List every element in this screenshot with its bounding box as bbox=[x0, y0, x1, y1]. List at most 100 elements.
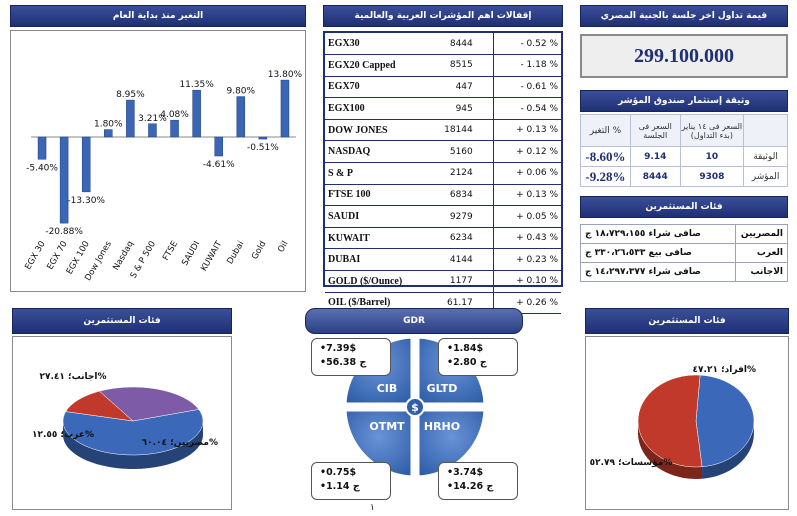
ytd-data-label: -13.30% bbox=[67, 196, 105, 206]
indices-title: إقفالات اهم المؤشرات العربية والعالمية bbox=[354, 11, 532, 21]
gdr-label-gltd: GLTD bbox=[427, 382, 458, 395]
index-row: FTSE 100 6834 + 0.13 % bbox=[325, 184, 561, 207]
index-name: EGX20 Capped bbox=[325, 54, 432, 77]
fund-idx-label: المؤشر bbox=[743, 166, 788, 187]
ytd-data-label: -4.61% bbox=[203, 160, 235, 170]
ytd-tick-label: Gold bbox=[250, 240, 268, 262]
ytd-bar bbox=[59, 136, 69, 224]
pie-label: اجانب؛ ٢٧.٤١% bbox=[39, 372, 106, 382]
index-name: EGX70 bbox=[325, 76, 432, 99]
index-value: 6834 bbox=[431, 184, 494, 207]
turnover-value: 299.100.000 bbox=[634, 44, 734, 67]
index-change: + 0.06 % bbox=[492, 162, 561, 185]
gdr-center bbox=[405, 397, 425, 417]
inv-foreign-value: صافى شراء ١٤،٢٩٧،٣٧٧ ج bbox=[580, 262, 736, 282]
pie-right-panel: افراد؛ ٤٧.٢١% مؤسسات؛ ٥٢.٧٩% bbox=[585, 336, 789, 510]
index-name: KUWAIT bbox=[325, 227, 432, 250]
gdr-otmt-box: •0.75$ •1.14 ج bbox=[311, 462, 391, 500]
pie-label: مصريين؛ ٦٠.٠٤% bbox=[142, 438, 218, 448]
index-row: EGX100 945- 0.54 % bbox=[325, 97, 561, 120]
pie-left-panel: مصريين؛ ٦٠.٠٤% عرب؛ ١٢.٥٥% اجانب؛ ٢٧.٤١% bbox=[12, 336, 232, 510]
index-value: 9279 bbox=[431, 205, 494, 228]
index-value: 447 bbox=[431, 76, 494, 99]
index-name: SAUDI bbox=[325, 205, 432, 228]
investors-table: صافى شراء ١٨،٧٢٩،١٥٥ ج المصريين صافى بيع… bbox=[580, 224, 788, 282]
index-row: EGX30 8444- 0.52 % bbox=[325, 33, 561, 56]
ytd-tick-label: EGX 30 bbox=[23, 240, 47, 272]
ytd-data-label: 11.35% bbox=[179, 80, 214, 90]
gdr-circle: $ CIB GLTD OTMT HRHO bbox=[343, 335, 487, 479]
index-row: EGX20 Capped 8515- 1.18 % bbox=[325, 54, 561, 77]
pie-slice bbox=[98, 386, 200, 422]
ytd-bar bbox=[126, 99, 135, 138]
index-name: EGX30 bbox=[325, 33, 432, 56]
index-row: NASDAQ 5160 + 0.12 % bbox=[325, 140, 561, 164]
index-change: - 1.18 % bbox=[492, 54, 561, 77]
index-value: 1177 bbox=[431, 270, 494, 293]
index-change: + 0.43 % bbox=[492, 227, 561, 250]
turnover-title: قيمة تداول اخر جلسة بالجنية المصري bbox=[600, 11, 768, 21]
index-value: 6234 bbox=[431, 227, 494, 250]
gdr-gltd-box: •1.84$ •2.80 ج bbox=[438, 338, 518, 376]
ytd-tick-label: EGX 70 bbox=[45, 240, 69, 272]
index-value: 5160 bbox=[431, 140, 494, 164]
ytd-tick-label: Oil bbox=[276, 240, 290, 255]
fund-doc-start: 10 bbox=[679, 146, 745, 167]
ytd-tick-label: FTSE bbox=[161, 240, 180, 263]
index-value: 2124 bbox=[431, 162, 494, 185]
investors-right-header: فئات المستثمرين bbox=[585, 308, 789, 334]
index-change: + 0.13 % bbox=[492, 184, 561, 207]
gdr-gltd-egp: •2.80 ج bbox=[447, 357, 487, 368]
index-change: - 0.52 % bbox=[492, 33, 561, 56]
index-name: GOLD ($/Ounce) bbox=[325, 270, 432, 293]
index-row: EGX70 447- 0.61 % bbox=[325, 76, 561, 99]
gdr-otmt-usd: •0.75$ bbox=[320, 467, 357, 478]
pie-label: مؤسسات؛ ٥٢.٧٩% bbox=[590, 458, 673, 468]
ytd-header: التغير منذ بداية العام bbox=[10, 5, 306, 27]
investors-left-title: فئات المستثمرين bbox=[83, 316, 161, 326]
ytd-data-label: 9.80% bbox=[226, 87, 255, 97]
ytd-bar bbox=[104, 129, 113, 138]
ytd-tick-label: SAUDI bbox=[180, 240, 202, 268]
fund-header: وثيقة إستثمار صندوق المؤشر bbox=[580, 90, 788, 112]
gdr-header: GDR bbox=[305, 308, 523, 334]
page-number: ١ bbox=[370, 503, 375, 513]
index-change: + 0.13 % bbox=[492, 119, 561, 142]
gdr-gltd-usd: •1.84$ bbox=[447, 343, 484, 354]
pie-side bbox=[63, 421, 203, 469]
investors-title: فئات المستثمرين bbox=[645, 202, 723, 212]
ytd-bar bbox=[214, 136, 223, 157]
inv-foreign-label: الاجانب bbox=[735, 262, 788, 282]
gdr-hrho-usd: •3.74$ bbox=[447, 467, 484, 478]
fund-title: وثيقة إستثمار صندوق المؤشر bbox=[618, 96, 750, 106]
gdr-label-cib: CIB bbox=[377, 382, 398, 395]
ytd-data-label: 3.21% bbox=[138, 114, 167, 124]
index-name: DOW JONES bbox=[325, 119, 432, 142]
index-value: 945 bbox=[431, 97, 494, 120]
investors-panel: صافى شراء ١٨،٧٢٩،١٥٥ ج المصريين صافى بيع… bbox=[580, 224, 788, 282]
indices-header: إقفالات اهم المؤشرات العربية والعالمية bbox=[323, 5, 563, 27]
index-row: DOW JONES 18144 + 0.13 % bbox=[325, 119, 561, 142]
gdr-label-otmt: OTMT bbox=[369, 420, 405, 433]
index-name: DUBAI bbox=[325, 248, 432, 272]
investors-right-title: فئات المستثمرين bbox=[648, 316, 726, 326]
ytd-data-label: 1.80% bbox=[94, 120, 123, 130]
index-change: - 0.61 % bbox=[492, 76, 561, 99]
ytd-bar bbox=[37, 136, 47, 160]
pie-left-chart: مصريين؛ ٦٠.٠٤% عرب؛ ١٢.٥٥% اجانب؛ ٢٧.٤١% bbox=[32, 372, 218, 469]
pie-label: افراد؛ ٤٧.٢١% bbox=[693, 365, 756, 375]
fund-header-blank bbox=[743, 114, 788, 147]
gdr-label-hrho: HRHO bbox=[424, 420, 460, 433]
ytd-data-label: 4.08% bbox=[160, 110, 189, 120]
index-row: S & P 2124 + 0.06 % bbox=[325, 162, 561, 185]
ytd-bar bbox=[280, 79, 290, 138]
ytd-bar-chart: -5.40%EGX 30-20.88%EGX 70-13.30%EGX 1001… bbox=[23, 70, 303, 283]
ytd-bar bbox=[236, 96, 246, 138]
index-change: + 0.05 % bbox=[492, 205, 561, 228]
index-name: FTSE 100 bbox=[325, 184, 432, 207]
ytd-bar bbox=[192, 89, 201, 138]
gdr-quadrant-otmt bbox=[343, 408, 414, 479]
ytd-data-label: 13.80% bbox=[268, 70, 303, 80]
fund-doc-price: 9.14 bbox=[629, 146, 681, 167]
fund-table: التغير % السعر فى الجلسة السعر فى ١٤ ينا… bbox=[580, 114, 788, 187]
